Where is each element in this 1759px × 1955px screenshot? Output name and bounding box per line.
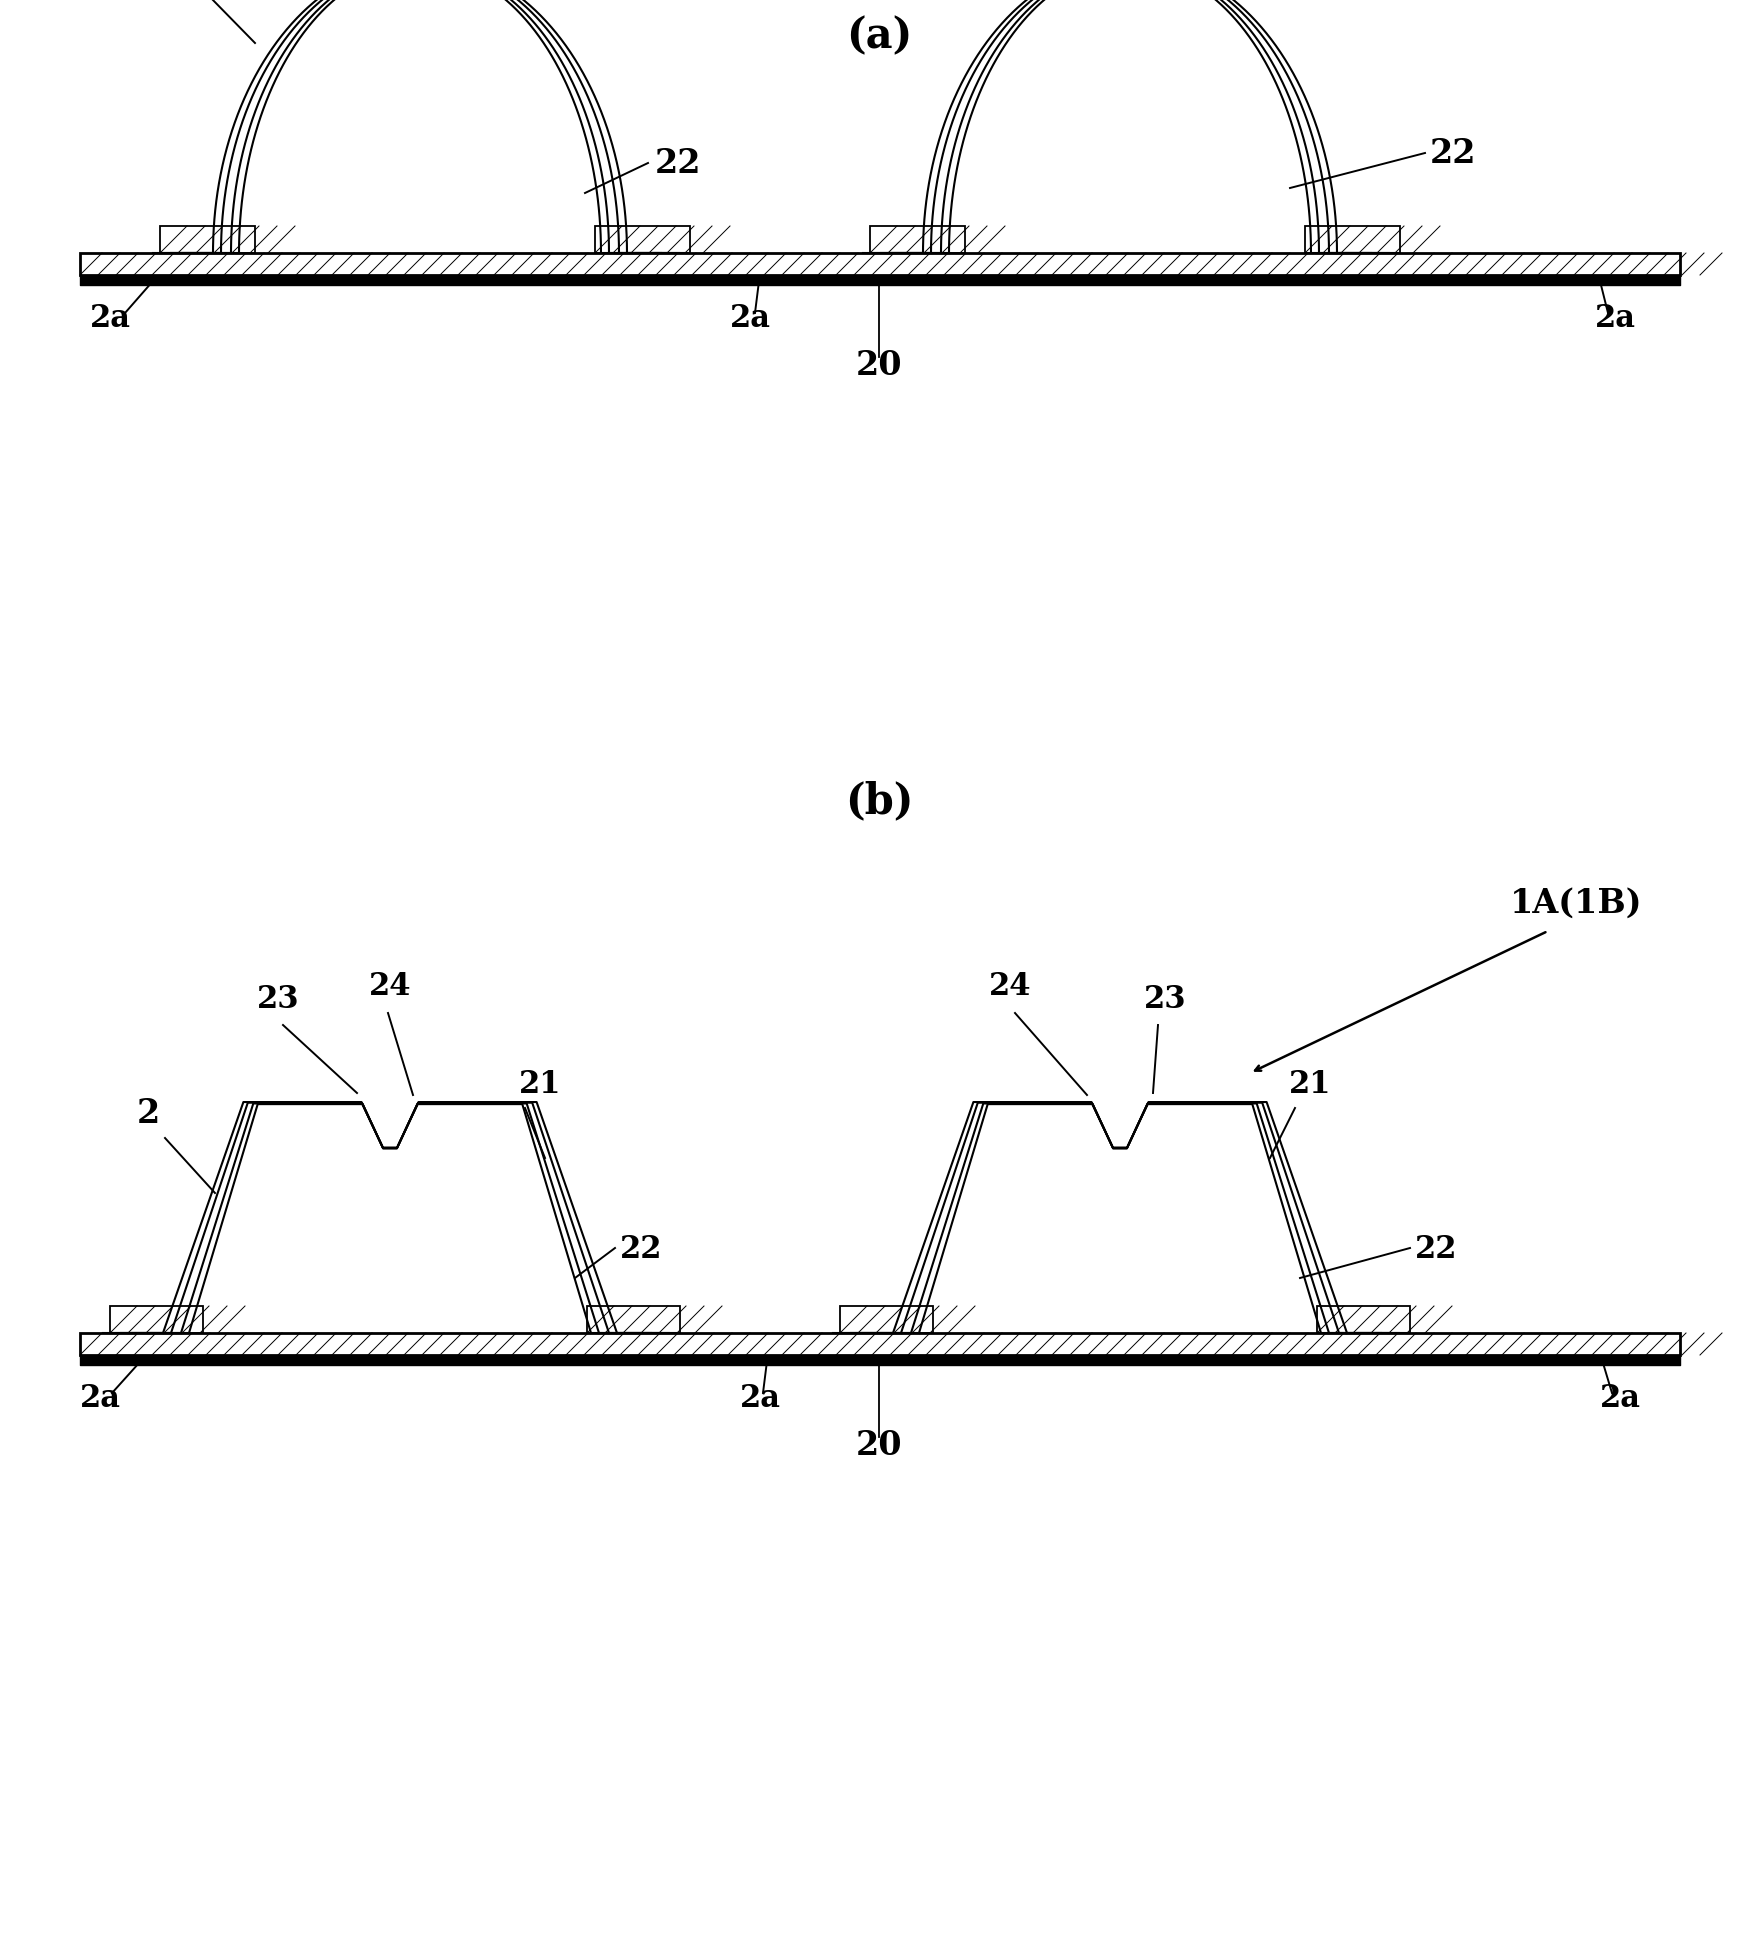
Text: 2a: 2a xyxy=(730,303,770,334)
Text: 23: 23 xyxy=(257,983,299,1015)
Text: (a): (a) xyxy=(846,16,913,57)
Text: 23: 23 xyxy=(1143,983,1186,1015)
Text: 2a: 2a xyxy=(1599,1382,1641,1413)
Text: 2a: 2a xyxy=(90,303,130,334)
Bar xyxy=(1305,227,1400,252)
Text: 2a: 2a xyxy=(1594,303,1636,334)
Text: 2: 2 xyxy=(137,1097,160,1130)
Bar xyxy=(841,1306,932,1333)
Text: 1A(1B): 1A(1B) xyxy=(1509,888,1643,921)
Bar xyxy=(160,227,255,252)
Text: 22: 22 xyxy=(619,1234,663,1265)
Text: 24: 24 xyxy=(369,972,412,1003)
Text: 21: 21 xyxy=(519,1069,561,1101)
Bar xyxy=(595,227,690,252)
Bar xyxy=(871,227,966,252)
Text: 22: 22 xyxy=(1430,137,1476,170)
Text: (b): (b) xyxy=(844,780,913,821)
Text: 20: 20 xyxy=(855,1429,902,1462)
Bar xyxy=(79,1333,1680,1355)
Bar xyxy=(588,1306,681,1333)
Text: 20: 20 xyxy=(855,350,902,381)
Text: 2a: 2a xyxy=(79,1382,121,1413)
Bar xyxy=(1317,1306,1411,1333)
Bar xyxy=(79,252,1680,276)
Text: 22: 22 xyxy=(654,147,702,180)
Text: 24: 24 xyxy=(989,972,1031,1003)
Bar xyxy=(111,1306,202,1333)
Text: 2a: 2a xyxy=(739,1382,781,1413)
Text: 22: 22 xyxy=(1414,1234,1458,1265)
Text: 21: 21 xyxy=(1289,1069,1332,1101)
